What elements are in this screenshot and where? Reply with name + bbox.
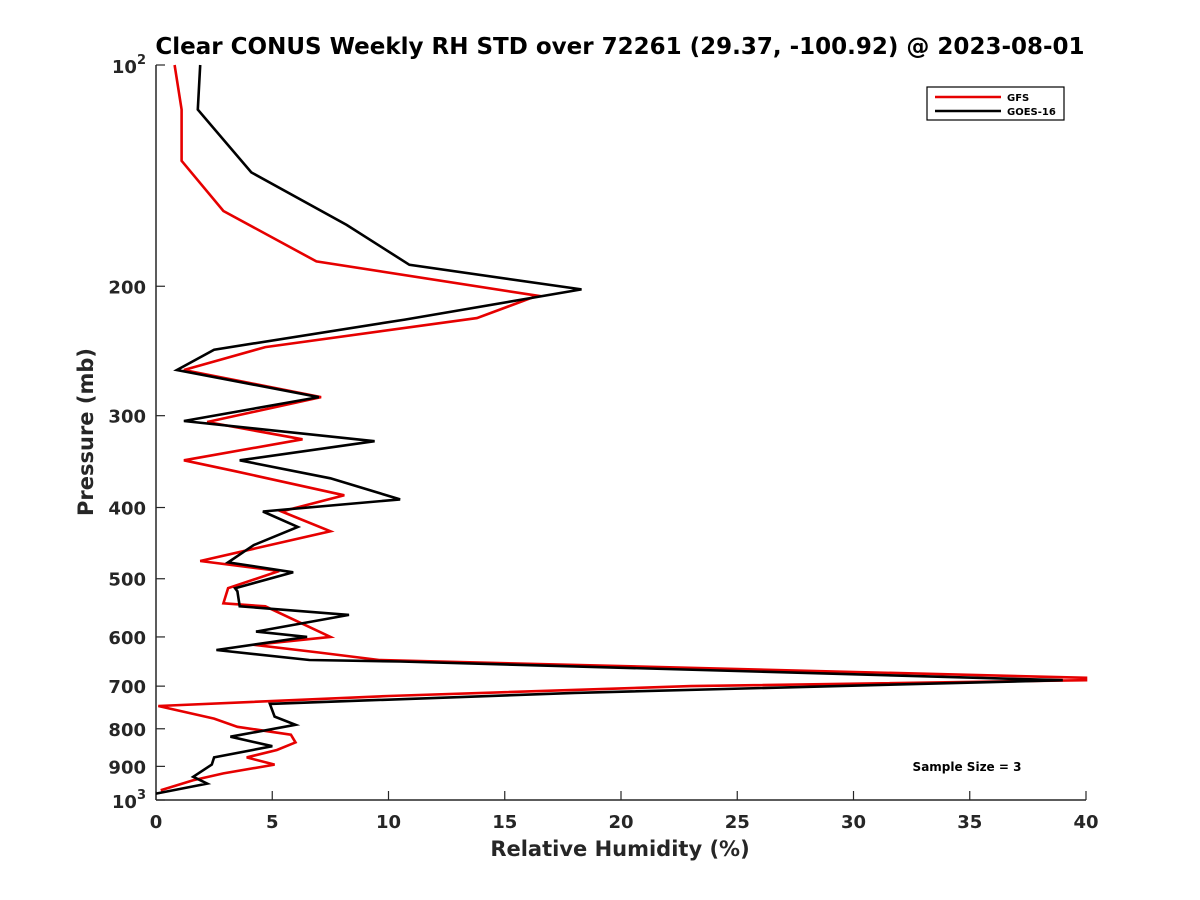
y-tick-label: 103: [112, 788, 146, 813]
y-tick-label: 300: [108, 407, 146, 428]
x-tick-label: 0: [150, 812, 163, 833]
legend-box: [926, 86, 1065, 121]
y-tick-label: 900: [108, 757, 146, 778]
legend: GFS GOES-16: [926, 86, 1065, 121]
x-tick-label: 40: [1073, 812, 1098, 833]
legend-entry: GFS: [1007, 93, 1029, 104]
y-tick-label: 700: [108, 677, 146, 698]
y-tick-label: 600: [108, 628, 146, 649]
y-tick-label: 500: [108, 570, 146, 591]
y-tick-label: 102: [112, 53, 146, 78]
series-line-goes-16: [155, 64, 1063, 795]
x-axis-label: Relative Humidity (%): [490, 837, 749, 861]
y-tick-label: 200: [108, 277, 146, 298]
legend-entry: GOES-16: [1007, 107, 1056, 118]
series-layer: [155, 64, 1088, 795]
x-tick-label: 35: [957, 812, 982, 833]
y-tick-label: 800: [108, 720, 146, 741]
y-axis-label: Pressure (mb): [74, 348, 98, 516]
sample-size-annotation: Sample Size = 3: [913, 760, 1022, 774]
x-tick-label: 10: [376, 812, 401, 833]
x-tick-label: 30: [841, 812, 866, 833]
y-tick-label: 400: [108, 499, 146, 520]
x-tick-label: 5: [266, 812, 279, 833]
axes: 0 5 10 15 20 25 30 35 40 102 200 300 400 500 600 700 800…: [108, 53, 1098, 833]
x-tick-label: 15: [492, 812, 517, 833]
x-tick-label: 20: [608, 812, 633, 833]
chart-title: Clear CONUS Weekly RH STD over 72261 (29…: [155, 34, 1084, 60]
x-tick-label: 25: [725, 812, 750, 833]
series-line-gfs: [158, 64, 1088, 792]
